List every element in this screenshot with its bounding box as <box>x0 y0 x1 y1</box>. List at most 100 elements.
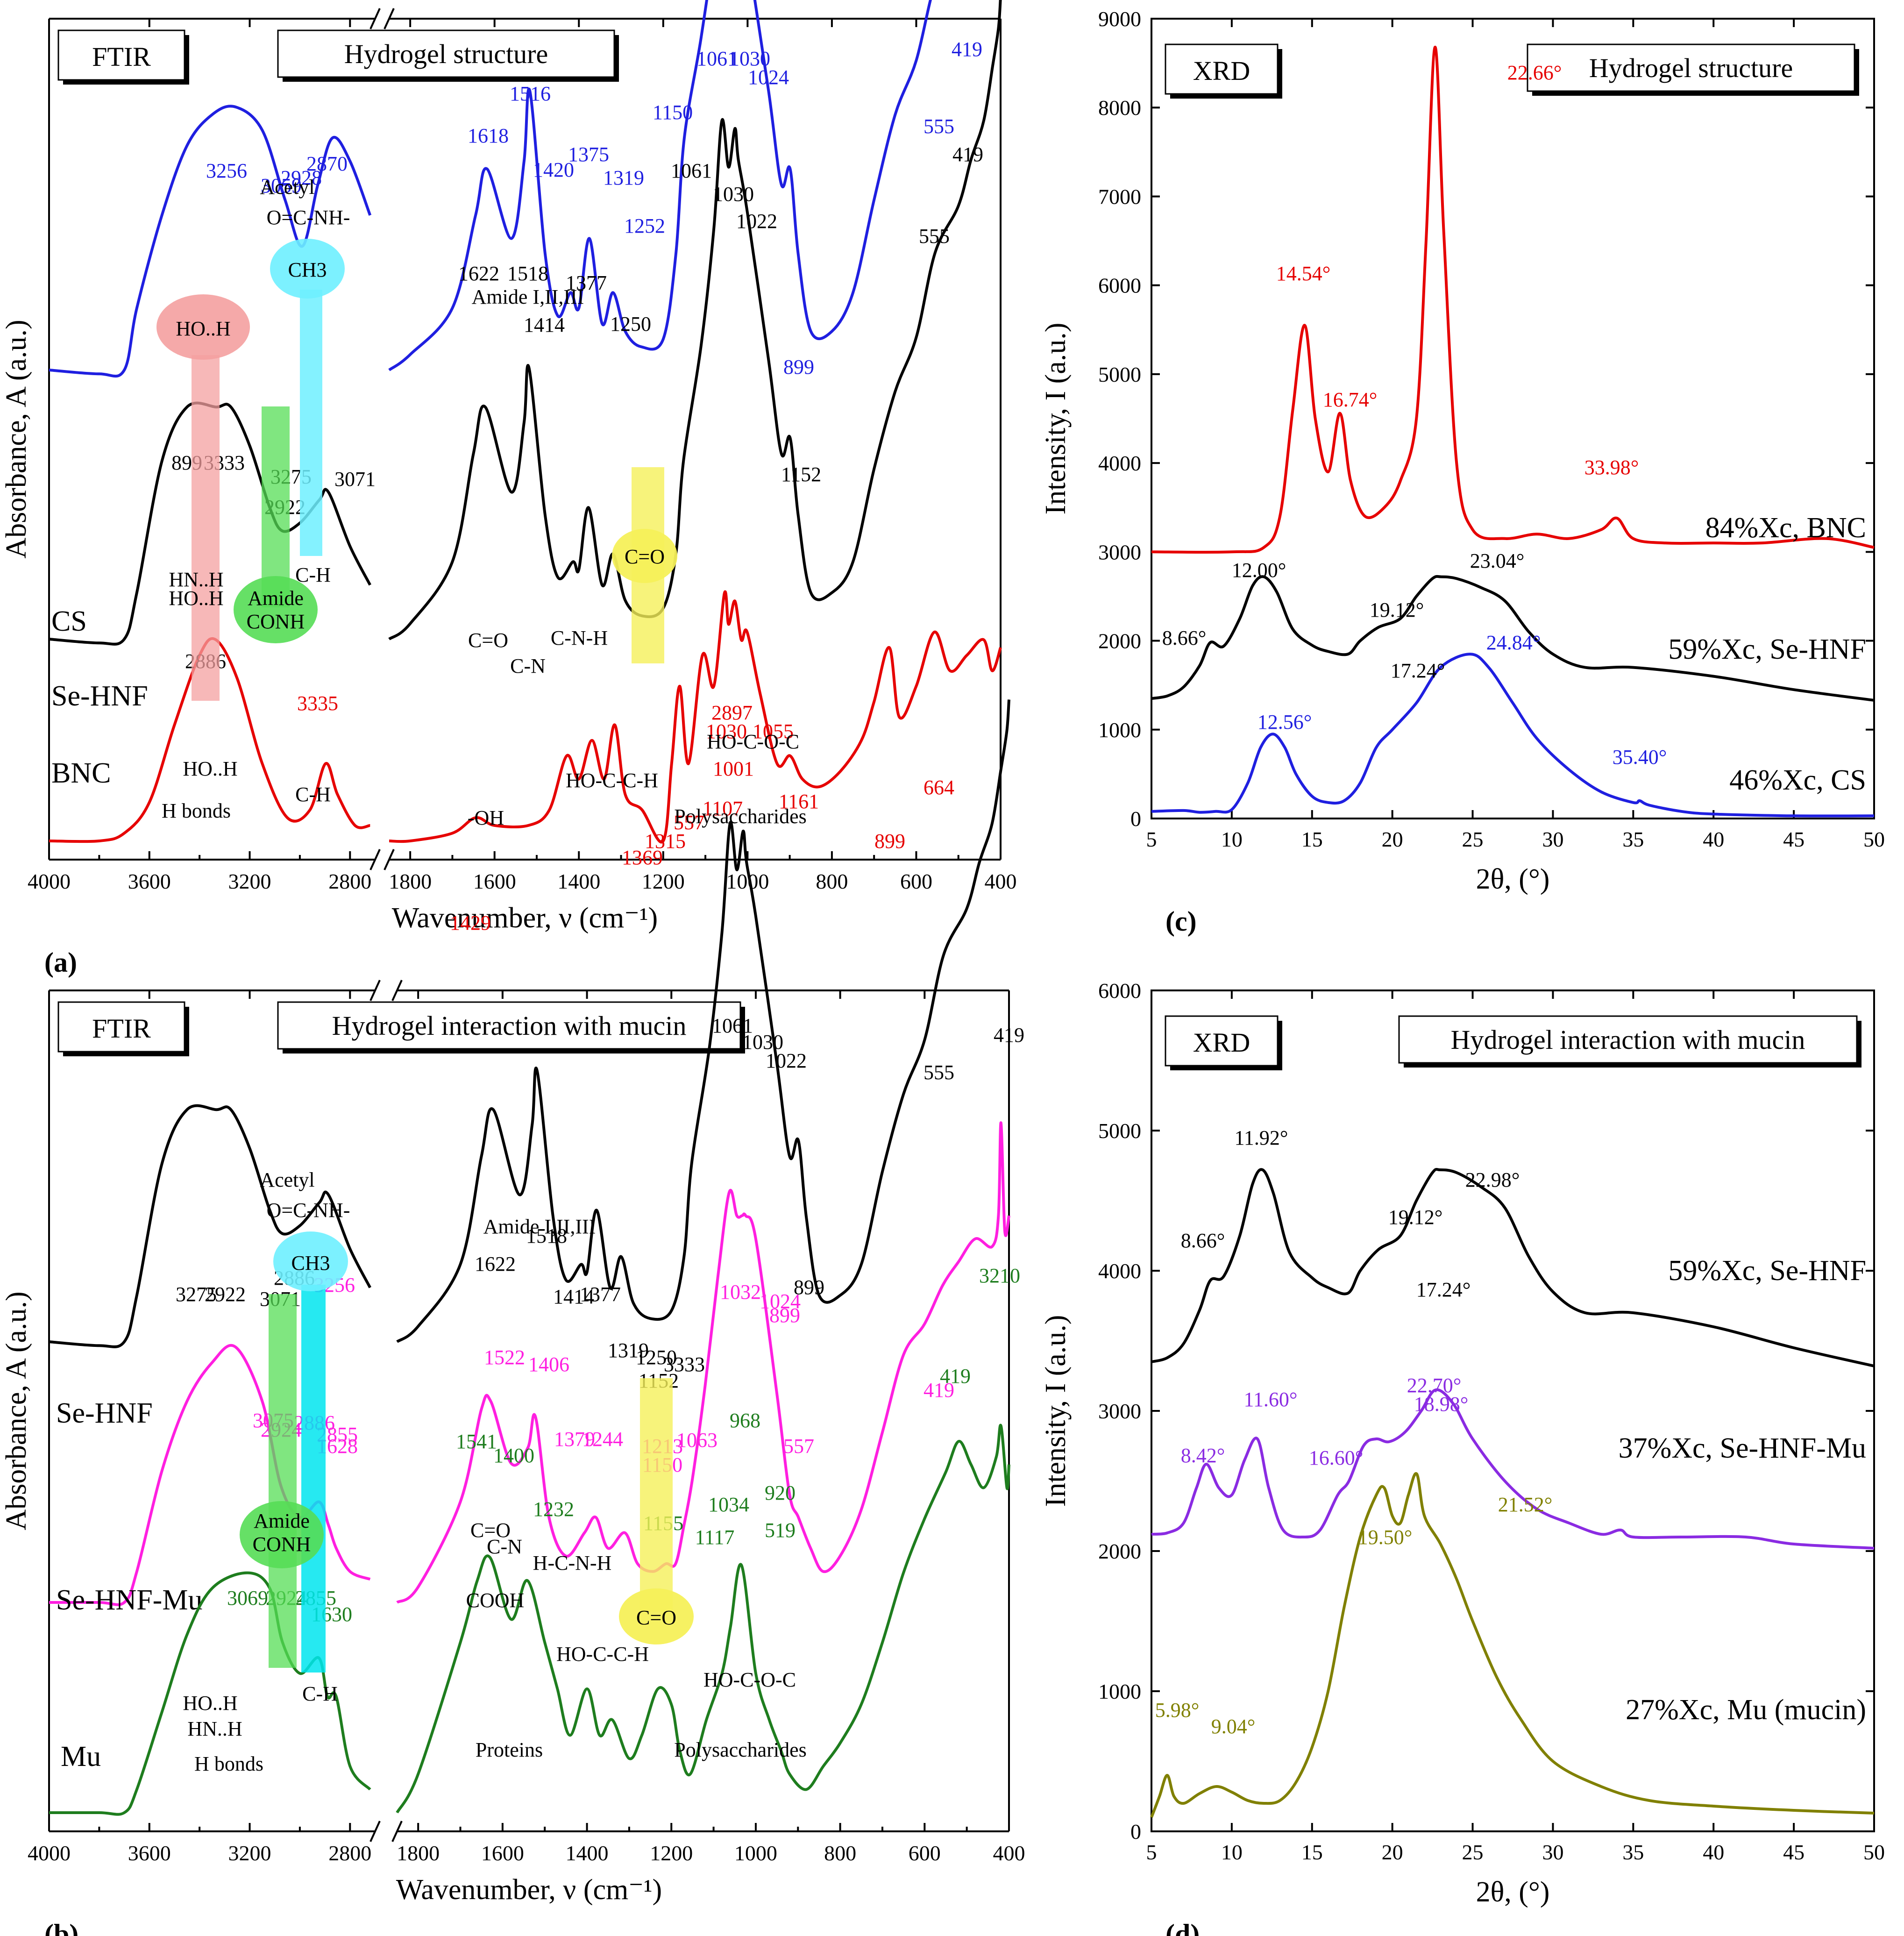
series-line-mu-right <box>396 1424 1010 1814</box>
x-tick-label: 5 <box>1146 1840 1157 1864</box>
acetyl-group-label: O=C-NH- <box>267 1199 350 1222</box>
subtitle-label-box <box>1527 43 1855 92</box>
series-line-mu-left <box>49 1571 371 1816</box>
series-line <box>1151 45 1875 554</box>
x-tick-label: 45 <box>1783 1840 1805 1864</box>
legend-label: 59%Xc, Se-HNF <box>1668 633 1866 665</box>
peak-label: 1375 <box>568 143 609 166</box>
x-tick-label: 400 <box>985 869 1017 893</box>
peak-label: 1250 <box>636 1346 677 1369</box>
subtitle-label-box <box>277 29 615 78</box>
x-tick-label: 3600 <box>128 1841 171 1865</box>
x-tick-label: 600 <box>909 1841 941 1865</box>
title-label-box <box>57 29 185 81</box>
x-tick-label: 4000 <box>28 869 71 893</box>
ho-c-c-h-label: HO-C-C-H <box>566 769 658 792</box>
peak-label: 1429 <box>450 911 491 934</box>
title-label: FTIR <box>92 42 151 72</box>
x-tick-label: 1800 <box>397 1841 440 1865</box>
peak-annotation: 21.52° <box>1498 1493 1553 1516</box>
x-tick-label: 50 <box>1863 1840 1885 1864</box>
y-tick-label: 1000 <box>1098 718 1141 742</box>
x-tick-label: 1600 <box>481 1841 524 1865</box>
x-tick-label: 1600 <box>473 869 516 893</box>
panel-label: (d) <box>1165 1919 1200 1936</box>
series-line-bnc-left <box>49 637 370 843</box>
legend-label: 84%Xc, BNC <box>1705 512 1866 544</box>
conh-label: CONH <box>247 610 305 633</box>
polysaccharides-label: Polysaccharides <box>674 1738 806 1761</box>
h-bonds-label: H bonds <box>162 799 231 822</box>
peak-label: 3335 <box>297 692 338 715</box>
peak-label: 555 <box>919 225 950 248</box>
ch3-bubble <box>273 1231 348 1291</box>
x-tick-label: 15 <box>1301 1840 1323 1864</box>
h-bonds-label: H bonds <box>194 1752 263 1775</box>
peak-annotation: 16.74° <box>1323 388 1378 411</box>
x-tick-label: 1800 <box>389 869 432 893</box>
peak-label: 1152 <box>781 463 821 486</box>
conh-label: CONH <box>253 1533 311 1556</box>
amide-band <box>269 1294 297 1668</box>
peak-label: 3210 <box>979 1264 1020 1287</box>
panel-label: (b) <box>44 1919 78 1936</box>
legend-label: CS <box>51 605 87 637</box>
peak-annotation: 17.24° <box>1416 1278 1471 1301</box>
x-tick-label: 10 <box>1221 827 1243 851</box>
peak-label: 1315 <box>645 830 686 853</box>
peak-label: 664 <box>924 776 954 799</box>
acetyl-group-label: O=C-NH- <box>267 206 350 229</box>
x-tick-label: 5 <box>1146 827 1157 851</box>
peak-label: 1024 <box>760 1290 801 1313</box>
peak-label: 1117 <box>695 1526 735 1549</box>
y-tick-label: 8000 <box>1098 96 1141 120</box>
axis-break-mark <box>369 1821 381 1842</box>
peak-label: 1618 <box>468 124 509 147</box>
legend-label: 37%Xc, Se-HNF-Mu <box>1619 1432 1866 1464</box>
peak-label: 3071 <box>334 468 376 491</box>
c-h-label: C-H <box>295 563 331 586</box>
x-tick-label: 50 <box>1863 827 1885 851</box>
peak-annotation: 19.12° <box>1388 1206 1443 1229</box>
c-n-label: C-N <box>510 655 546 677</box>
peak-label: 1022 <box>766 1049 807 1072</box>
axis-break-mark <box>369 980 381 1001</box>
peak-label: 1622 <box>458 262 499 285</box>
peak-annotation: 12.00° <box>1232 559 1286 582</box>
axis-break-mark <box>369 8 381 29</box>
x-tick-label: 35 <box>1622 1840 1644 1864</box>
peak-annotation: 9.04° <box>1211 1715 1256 1738</box>
peak-annotation: 22.70° <box>1407 1374 1462 1397</box>
y-tick-label: 3000 <box>1098 540 1141 564</box>
peak-annotation: 35.40° <box>1613 746 1667 769</box>
peak-label: 899 <box>783 356 814 378</box>
legend-label: BNC <box>51 757 111 789</box>
peak-annotation: 11.60° <box>1244 1388 1298 1411</box>
series-line-se-hnf-left <box>49 1104 371 1348</box>
x-tick-label: 1200 <box>642 869 685 893</box>
title-label-box <box>57 1001 185 1053</box>
x-axis-label: Wavenumber, ν (cm⁻¹) <box>392 902 658 934</box>
peak-label: 557 <box>674 811 704 834</box>
amide-label: Amide <box>254 1509 310 1532</box>
peak-annotation: 19.50° <box>1358 1526 1413 1549</box>
peak-annotation: 12.56° <box>1257 711 1312 733</box>
peak-label: 555 <box>924 115 954 138</box>
series-line-bnc-right <box>389 590 1002 844</box>
peak-annotation: 22.66° <box>1507 61 1562 84</box>
subtitle-label: Hydrogel structure <box>344 39 548 69</box>
peak-annotation: 23.04° <box>1470 549 1525 572</box>
peak-annotation: 19.12° <box>1370 598 1424 621</box>
peak-annotation: 16.60° <box>1309 1446 1364 1469</box>
ch3-bubble <box>270 239 345 299</box>
hn-h-label: HN..H <box>187 1717 242 1740</box>
subtitle-label: Hydrogel interaction with mucin <box>332 1011 687 1041</box>
peak-label: 1377 <box>566 271 607 294</box>
y-tick-label: 5000 <box>1098 1119 1141 1143</box>
peak-annotation: 8.66° <box>1181 1229 1225 1252</box>
peak-label: 1061 <box>671 159 712 182</box>
peak-label: 1032 <box>720 1281 761 1303</box>
subtitle-label: Hydrogel interaction with mucin <box>1451 1025 1805 1055</box>
peak-annotation: 24.84° <box>1486 631 1541 654</box>
